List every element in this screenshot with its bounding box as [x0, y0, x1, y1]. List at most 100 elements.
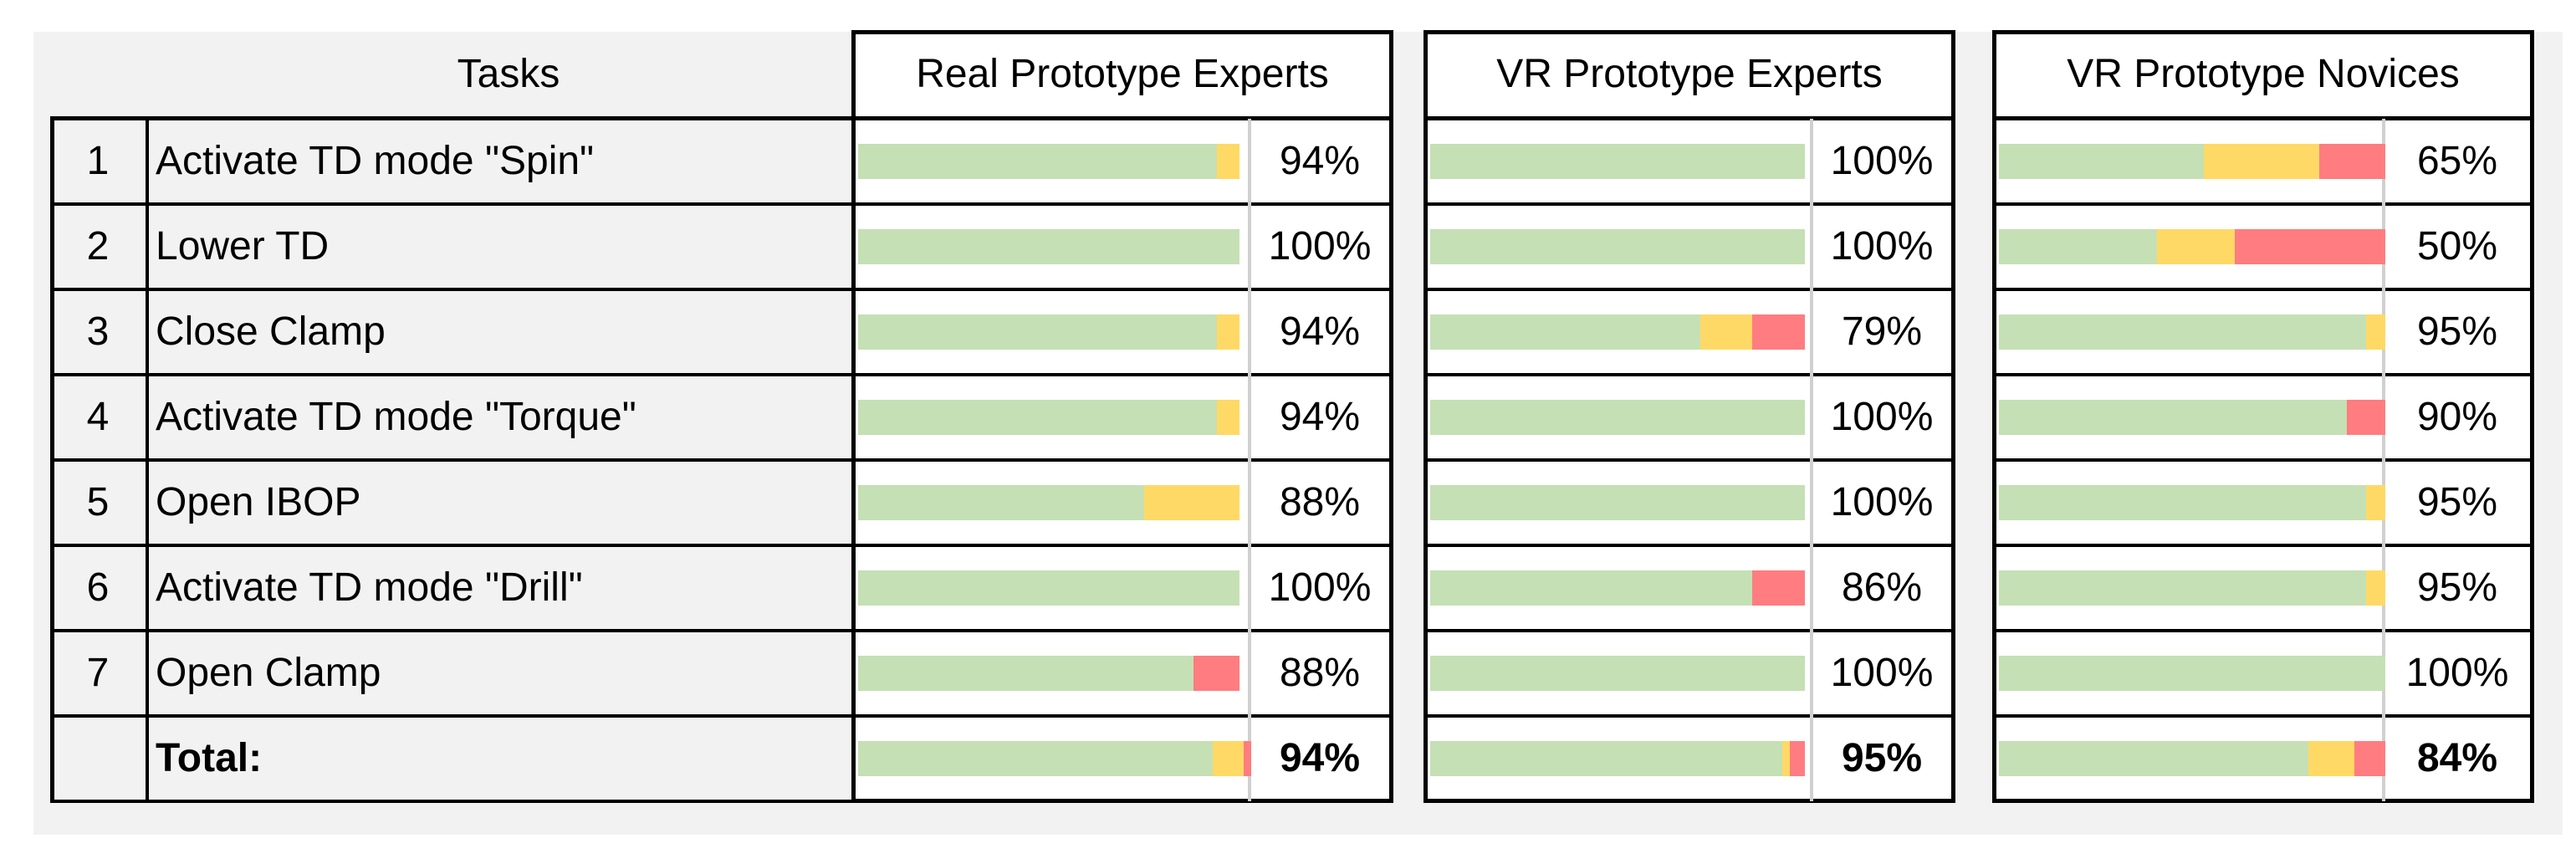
- percentage-label: 94%: [1279, 139, 1361, 183]
- bar-label-separator: [1810, 119, 1813, 801]
- percentage-label: 65%: [2416, 139, 2498, 183]
- group-row-divider: [1992, 202, 2534, 206]
- task-number: 4: [86, 395, 110, 439]
- group-row-divider: [851, 629, 1393, 632]
- tasks-header: Tasks: [457, 52, 560, 96]
- bar-partial-segment: [2157, 229, 2235, 264]
- row-divider: [50, 202, 851, 206]
- task-name: Lower TD: [156, 224, 330, 268]
- bar-success-segment: [858, 144, 1217, 179]
- group-row-divider: [1992, 373, 2534, 376]
- percentage-label: 100%: [1830, 395, 1934, 439]
- group-row-divider: [851, 458, 1393, 462]
- table-top-border: [50, 116, 851, 120]
- group-row-divider: [1423, 373, 1955, 376]
- total-label: Total:: [156, 736, 263, 780]
- percentage-label: 95%: [2416, 480, 2498, 524]
- bar-success-segment: [1999, 570, 2366, 606]
- bar-success-segment: [1999, 400, 2347, 435]
- percentage-label: 100%: [1268, 565, 1372, 610]
- bar-partial-segment: [1213, 741, 1244, 776]
- bar-fail-segment: [2354, 741, 2385, 776]
- bar-success-segment: [1430, 314, 1700, 350]
- bar-fail-segment: [2319, 144, 2385, 179]
- bar-label-separator: [2382, 119, 2385, 801]
- bar-fail-segment: [1243, 741, 1251, 776]
- group-row-divider: [1423, 458, 1955, 462]
- task-name: Activate TD mode "Spin": [156, 139, 595, 183]
- bar-fail-segment: [1193, 656, 1239, 691]
- group-header-2: VR Prototype Experts: [1496, 52, 1883, 96]
- bar-fail-segment: [2234, 229, 2385, 264]
- group-header-divider: [851, 116, 1393, 120]
- group-row-divider: [851, 714, 1393, 718]
- group-row-divider: [1992, 714, 2534, 718]
- percentage-label: 95%: [2416, 309, 2498, 354]
- group-header-divider: [1423, 116, 1955, 120]
- task-number: 6: [86, 565, 110, 610]
- bar-success-segment: [858, 741, 1214, 776]
- bar-fail-segment: [1790, 741, 1805, 776]
- task-name: Open IBOP: [156, 480, 361, 524]
- row-divider: [50, 800, 851, 803]
- task-number: 1: [86, 139, 110, 183]
- group-row-divider: [851, 288, 1393, 291]
- task-name: Open Clamp: [156, 651, 381, 695]
- bar-partial-segment: [2365, 314, 2385, 350]
- bar-partial-segment: [1144, 485, 1239, 520]
- percentage-label: 94%: [1279, 309, 1361, 354]
- group-row-divider: [1423, 288, 1955, 291]
- percentage-label: 84%: [2416, 736, 2498, 780]
- percentage-label: 90%: [2416, 395, 2498, 439]
- percentage-label: 100%: [2405, 651, 2509, 695]
- row-divider: [50, 544, 851, 547]
- row-divider: [50, 629, 851, 632]
- task-name: Activate TD mode "Torque": [156, 395, 636, 439]
- bar-success-segment: [858, 656, 1194, 691]
- table-left-border: [50, 116, 54, 803]
- bar-success-segment: [1430, 656, 1805, 691]
- bar-success-segment: [1999, 229, 2158, 264]
- percentage-label: 86%: [1841, 565, 1923, 610]
- group-row-divider: [1992, 288, 2534, 291]
- bar-success-segment: [858, 400, 1217, 435]
- row-divider: [50, 288, 851, 291]
- percentage-label: 94%: [1279, 736, 1361, 780]
- bar-success-segment: [1999, 314, 2366, 350]
- task-name: Activate TD mode "Drill": [156, 565, 583, 610]
- group-row-divider: [1423, 544, 1955, 547]
- percentage-label: 88%: [1279, 480, 1361, 524]
- percentage-label: 79%: [1841, 309, 1923, 354]
- percentage-label: 88%: [1279, 651, 1361, 695]
- row-divider: [50, 458, 851, 462]
- group-row-divider: [1423, 202, 1955, 206]
- group-row-divider: [1423, 629, 1955, 632]
- bar-success-segment: [1430, 400, 1805, 435]
- bar-success-segment: [1999, 656, 2385, 691]
- bar-partial-segment: [1216, 400, 1239, 435]
- percentage-label: 100%: [1268, 224, 1372, 268]
- task-number: 5: [86, 480, 110, 524]
- group-row-divider: [1423, 714, 1955, 718]
- row-divider: [50, 714, 851, 718]
- bar-fail-segment: [2346, 400, 2385, 435]
- group-header-1: Real Prototype Experts: [916, 52, 1329, 96]
- group-header-divider: [1992, 116, 2534, 120]
- bar-success-segment: [1430, 229, 1805, 264]
- group-row-divider: [851, 544, 1393, 547]
- bar-partial-segment: [1216, 314, 1239, 350]
- row-divider: [50, 373, 851, 376]
- percentage-label: 100%: [1830, 651, 1934, 695]
- group-row-divider: [1992, 544, 2534, 547]
- percentage-label: 100%: [1830, 139, 1934, 183]
- percentage-label: 100%: [1830, 224, 1934, 268]
- task-number: [50, 716, 146, 801]
- percentage-label: 94%: [1279, 395, 1361, 439]
- group-header-3: VR Prototype Novices: [2067, 52, 2460, 96]
- bar-success-segment: [858, 229, 1239, 264]
- bar-partial-segment: [1216, 144, 1239, 179]
- bar-success-segment: [1999, 485, 2366, 520]
- group-row-divider: [851, 373, 1393, 376]
- bar-partial-segment: [2308, 741, 2355, 776]
